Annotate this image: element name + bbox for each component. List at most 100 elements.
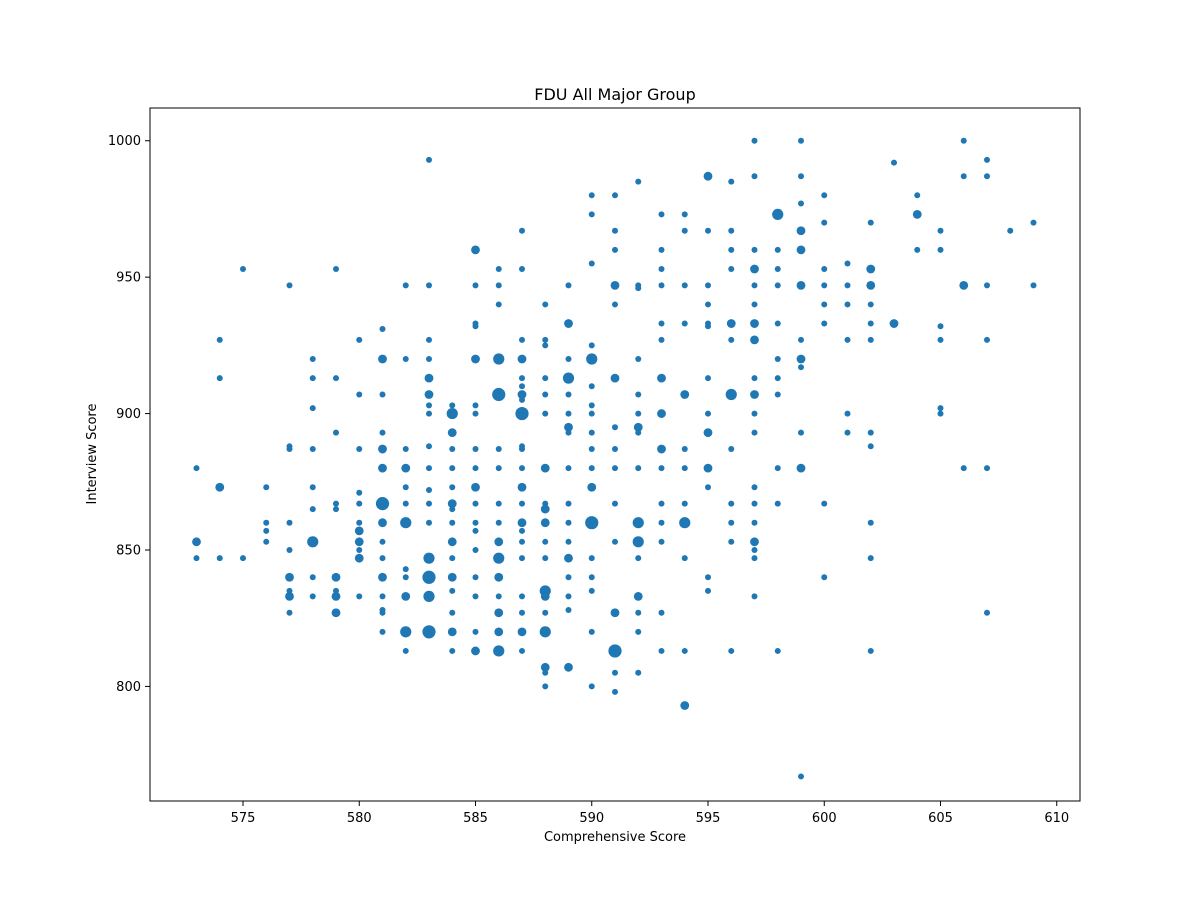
data-point	[402, 446, 409, 453]
data-point	[984, 336, 990, 343]
data-point	[612, 192, 618, 199]
data-point	[540, 518, 550, 528]
data-point	[679, 517, 691, 529]
data-point	[844, 429, 851, 436]
data-point	[423, 590, 435, 602]
data-point	[867, 555, 874, 562]
data-point	[426, 156, 432, 163]
data-point	[844, 282, 851, 289]
data-point	[866, 264, 876, 274]
data-point	[378, 518, 387, 528]
data-point	[472, 593, 479, 600]
data-point	[426, 519, 432, 526]
data-point	[796, 280, 806, 290]
data-point	[774, 246, 781, 253]
data-point	[658, 282, 665, 289]
data-point	[821, 219, 828, 226]
data-point	[681, 500, 688, 507]
data-point	[984, 173, 990, 180]
y-tick-label: 800	[116, 680, 141, 695]
data-point	[449, 519, 456, 526]
chart-title: FDU All Major Group	[534, 85, 695, 104]
data-point	[519, 527, 525, 534]
data-point	[216, 336, 223, 343]
data-point	[751, 173, 758, 180]
data-point	[378, 354, 387, 364]
data-point	[449, 484, 456, 491]
data-point	[705, 282, 711, 289]
data-point	[426, 402, 432, 409]
data-point	[472, 500, 479, 507]
data-point	[286, 519, 293, 526]
data-point	[193, 555, 200, 562]
data-point	[401, 463, 411, 473]
data-point	[635, 628, 642, 635]
x-tick-label: 595	[696, 811, 721, 826]
data-point	[354, 537, 364, 547]
data-point	[378, 444, 387, 454]
data-point	[608, 644, 622, 658]
data-point	[333, 506, 339, 513]
data-point	[471, 646, 480, 656]
data-point	[612, 301, 618, 308]
data-point	[539, 626, 551, 638]
data-point	[588, 465, 595, 472]
data-point	[796, 463, 806, 473]
data-point	[774, 265, 781, 272]
x-tick-label: 580	[347, 811, 372, 826]
x-axis: 575 580 585 590 595 600 605 610	[231, 801, 1069, 826]
data-point	[564, 319, 573, 328]
data-point	[446, 407, 458, 420]
data-point	[588, 402, 595, 409]
data-point	[633, 591, 643, 601]
data-point	[984, 156, 990, 163]
data-point	[519, 446, 525, 453]
data-point	[354, 553, 364, 563]
data-point	[821, 500, 828, 507]
data-point	[286, 546, 293, 553]
data-point	[540, 591, 550, 601]
y-tick-label: 900	[116, 407, 141, 422]
data-point	[423, 552, 435, 564]
data-point	[542, 683, 549, 690]
data-point	[542, 301, 549, 308]
data-point	[424, 390, 434, 399]
data-point	[728, 178, 735, 185]
data-point	[772, 208, 784, 221]
data-point	[447, 572, 457, 582]
data-point	[1007, 227, 1014, 234]
data-point	[309, 574, 316, 581]
data-point	[728, 246, 735, 253]
data-point	[658, 465, 665, 472]
data-point	[542, 609, 549, 616]
data-point	[542, 391, 549, 398]
data-point	[612, 424, 618, 431]
data-point	[750, 335, 759, 345]
data-point	[309, 375, 316, 382]
data-point	[588, 410, 595, 417]
data-point	[449, 609, 456, 616]
data-point	[565, 410, 572, 417]
data-point	[309, 356, 316, 363]
data-point	[610, 608, 620, 618]
data-point	[705, 484, 711, 491]
data-point	[751, 282, 758, 289]
data-point	[658, 246, 665, 253]
data-point	[1030, 282, 1037, 289]
data-point	[565, 538, 572, 545]
data-point	[798, 773, 804, 780]
data-point	[914, 246, 921, 253]
data-point	[495, 265, 502, 272]
data-point	[472, 465, 479, 472]
data-point	[588, 574, 595, 581]
data-point	[472, 519, 479, 526]
data-point	[356, 336, 363, 343]
data-point	[960, 173, 967, 180]
y-tick-label: 950	[116, 271, 141, 286]
data-point	[447, 627, 457, 637]
data-point	[681, 555, 688, 562]
data-point	[542, 555, 549, 562]
data-point	[495, 301, 502, 308]
data-point	[635, 609, 642, 616]
data-point	[356, 500, 363, 507]
